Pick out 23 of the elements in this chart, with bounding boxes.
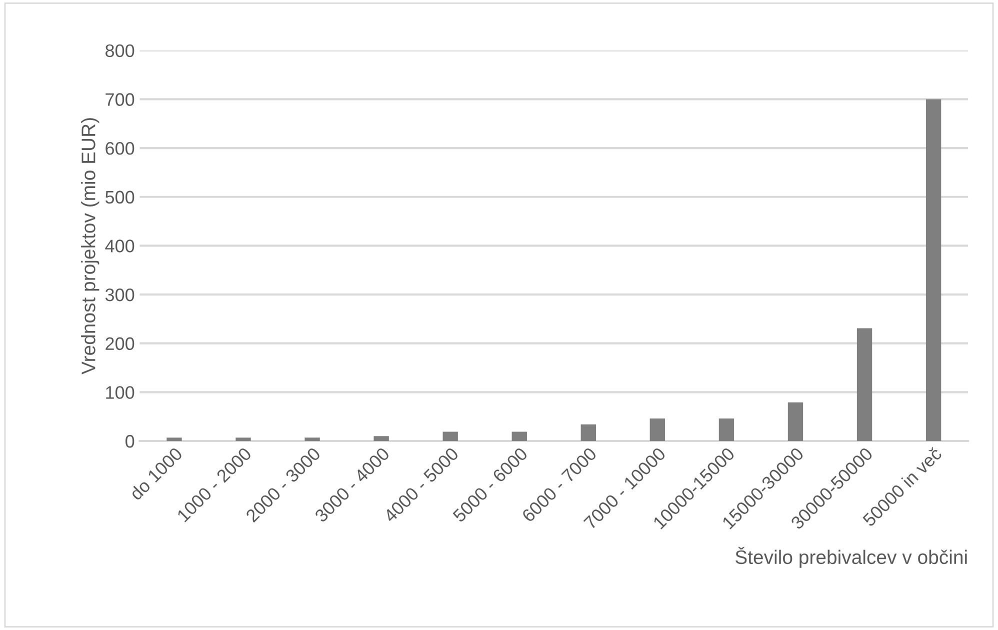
bar: [304, 438, 320, 441]
bar: [650, 418, 666, 441]
bar: [856, 328, 872, 441]
bar: [512, 432, 527, 441]
x-axis-title: Število prebivalcev v občini: [736, 546, 967, 568]
bar: [166, 438, 182, 441]
y-tick-label: 500: [105, 190, 134, 204]
y-tick-label: 600: [106, 142, 134, 155]
y-tick-label: 800: [106, 44, 134, 58]
bar: [926, 99, 942, 441]
y-tick-label: 0: [126, 434, 134, 448]
y-axis-title: Vrednost projektov (mio EUR): [81, 118, 100, 374]
bar: [788, 402, 804, 441]
y-tick-label: 400: [105, 240, 134, 252]
bar: [374, 436, 389, 441]
y-tick-label: 200: [106, 337, 134, 350]
bar: [442, 432, 458, 441]
y-tick-label: 300: [105, 288, 134, 302]
bar: [236, 438, 251, 441]
y-tick-label: 700: [106, 93, 134, 106]
bar: [580, 424, 596, 441]
y-tick-label: 100: [106, 386, 134, 399]
bar: [718, 418, 734, 441]
